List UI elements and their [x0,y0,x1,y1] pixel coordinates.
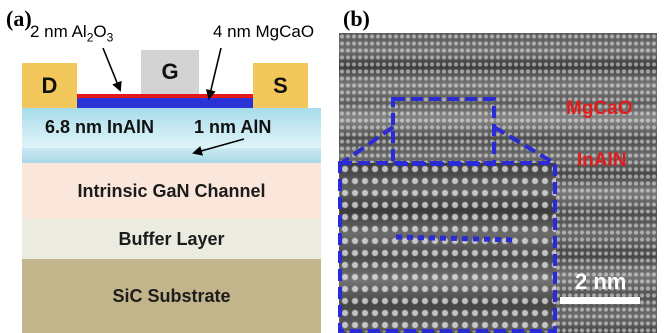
al2o3-dielectric-film [77,94,253,98]
source-label: S [273,72,288,98]
sic-substrate-label: SiC Substrate [112,285,231,306]
buffer-layer: Buffer Layer [22,219,321,259]
al2o3-text-o: O [93,22,107,41]
panel-b-label: (b) [343,6,370,31]
al2o3-callout: 2 nm Al2O3 [30,22,113,44]
al2o3-arrow [102,47,122,92]
aln-arrow [192,138,245,156]
al2o3-subscript-2: 2 [86,30,94,45]
inaln-barrier-label: 6.8 nm InAlN [45,117,155,137]
drain-label: D [41,72,58,98]
mgcao-region-label: MgCaO [566,98,633,119]
mgcao-arrow [206,47,222,100]
aln-interlayer-label: 1 nm AlN [194,117,272,137]
panel-a-arrows [102,47,245,156]
scale-bar-label: 2 nm [575,269,627,294]
gate-contact: G [141,50,199,94]
tem-inset-image [340,163,556,331]
al2o3-subscript-3: 3 [106,30,114,45]
zoom-connector-right [492,125,556,165]
gan-channel-layer: Intrinsic GaN Channel [22,163,321,219]
gan-channel-label: Intrinsic GaN Channel [77,180,266,201]
sic-substrate-layer: SiC Substrate [22,259,321,333]
source-contact: S [253,63,308,108]
panel-a-label: (a) [6,6,32,31]
inaln-barrier-layer [22,108,321,148]
mgcao-text: 4 nm MgCaO [213,22,315,41]
drain-contact: D [22,63,77,108]
aln-interlayer [22,148,321,163]
inaln-region-label: InAlN [577,150,627,171]
al2o3-text: 2 nm Al [30,22,87,41]
mgcao-callout: 4 nm MgCaO [213,22,314,42]
zoom-connector-left [340,125,395,165]
interface-dotted-line [395,234,518,243]
scale-bar [560,297,640,304]
mgcao-dielectric-film [77,98,253,108]
buffer-layer-label: Buffer Layer [118,228,225,249]
inset-border [338,161,557,333]
zoom-region-box [391,97,496,166]
gate-label: G [161,59,179,84]
